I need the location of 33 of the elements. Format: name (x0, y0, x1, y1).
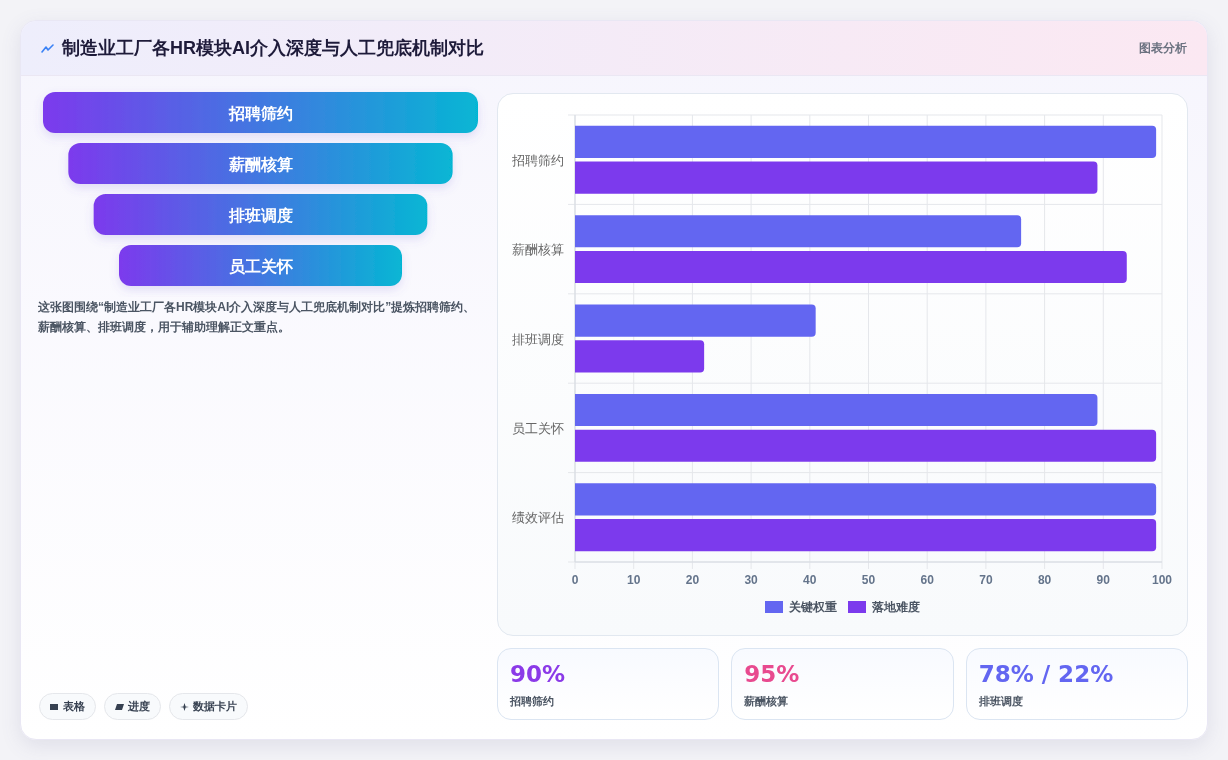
legend-label: 关键权重 (788, 600, 837, 614)
x-tick-label: 20 (685, 573, 700, 587)
x-tick-label: 60 (920, 573, 935, 587)
text: 进度 (128, 699, 150, 714)
text: 表格 (63, 699, 85, 714)
text: 这张图围绕“制造业工厂各HR模块AI介入深度与人工兜底机制对比”提炼招聘筛约、薪酬核算、排班调度，用于辅助理解正文重点。 (38, 299, 477, 336)
text: 制造业工厂各HR模块AI介入深度与人工兜底机制对比 (62, 37, 484, 60)
y-tick-label: 绩效评估 (512, 510, 564, 526)
x-tick-label: 10 (627, 573, 641, 587)
text: 数据卡片 (193, 699, 237, 714)
x-tick-label: 50 (861, 573, 876, 587)
x-tick-label: 90 (1096, 573, 1111, 587)
y-tick-label: 招聘筛约 (511, 152, 564, 168)
x-tick-label: 80 (1037, 573, 1052, 587)
category-label: 员工关怀 (228, 257, 294, 275)
category-label: 薪酬核算 (227, 155, 293, 173)
category-label: 薪酬核算 (744, 694, 789, 709)
y-tick-label: 排班调度 (512, 331, 564, 347)
legend-label: 落地难度 (871, 600, 920, 614)
text: 95% (744, 661, 800, 687)
category-label: 排班调度 (227, 205, 293, 224)
y-tick-label: 薪酬核算 (512, 242, 564, 258)
text: 图表分析 (1139, 40, 1187, 57)
category-label: 排班调度 (978, 694, 1023, 709)
x-tick-label: 70 (979, 573, 993, 587)
category-label: 招聘筛约 (227, 104, 293, 122)
text: 78% / 22% (978, 661, 1114, 687)
x-tick-label: 40 (803, 573, 817, 587)
text: 90% (510, 661, 566, 687)
x-tick-label: 30 (744, 573, 759, 587)
x-tick-label: 0 (571, 573, 579, 587)
y-tick-label: 员工关怀 (512, 420, 564, 436)
x-tick-label: 100 (1151, 573, 1173, 587)
